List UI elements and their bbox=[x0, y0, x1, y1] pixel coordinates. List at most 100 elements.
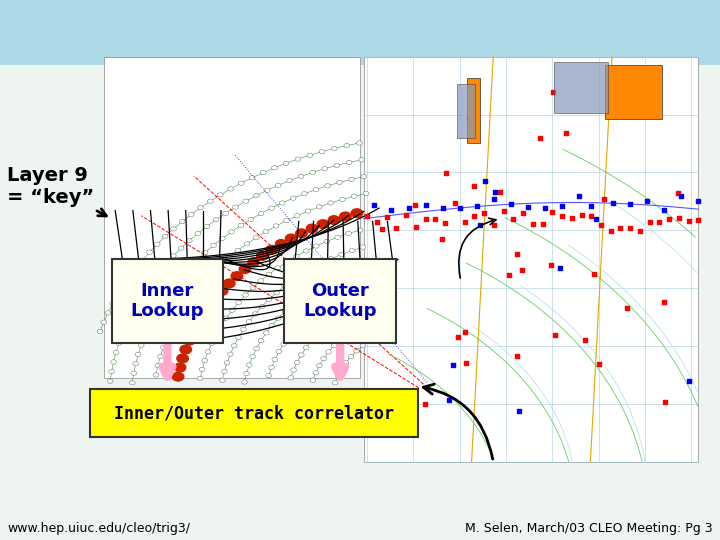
Circle shape bbox=[302, 192, 307, 196]
Circle shape bbox=[145, 325, 151, 329]
Text: Inner
Lookup: Inner Lookup bbox=[130, 282, 204, 320]
Point bbox=[441, 168, 452, 177]
Point bbox=[547, 88, 559, 97]
Circle shape bbox=[339, 197, 345, 201]
Point bbox=[644, 218, 655, 226]
Circle shape bbox=[172, 373, 184, 381]
FancyArrowPatch shape bbox=[459, 218, 496, 278]
Point bbox=[377, 225, 388, 233]
Circle shape bbox=[325, 350, 331, 354]
Circle shape bbox=[364, 191, 369, 195]
Circle shape bbox=[188, 328, 199, 336]
Circle shape bbox=[210, 269, 216, 274]
Circle shape bbox=[269, 323, 275, 328]
Bar bbox=[457, 84, 475, 138]
Circle shape bbox=[158, 354, 163, 359]
Circle shape bbox=[203, 277, 209, 281]
Point bbox=[471, 201, 482, 210]
Circle shape bbox=[310, 170, 315, 174]
Circle shape bbox=[273, 224, 279, 228]
Circle shape bbox=[171, 254, 176, 258]
Circle shape bbox=[317, 220, 328, 228]
Circle shape bbox=[303, 249, 309, 253]
Circle shape bbox=[287, 179, 292, 183]
Point bbox=[389, 405, 400, 414]
Circle shape bbox=[331, 343, 337, 348]
Circle shape bbox=[340, 212, 351, 221]
Circle shape bbox=[282, 284, 287, 288]
Circle shape bbox=[235, 335, 241, 340]
Circle shape bbox=[351, 194, 357, 198]
Circle shape bbox=[360, 245, 366, 249]
Circle shape bbox=[174, 363, 186, 372]
Circle shape bbox=[195, 231, 201, 235]
Point bbox=[693, 216, 704, 225]
Circle shape bbox=[250, 355, 256, 359]
Circle shape bbox=[309, 339, 315, 343]
Circle shape bbox=[217, 287, 228, 295]
Point bbox=[615, 224, 626, 232]
Bar bbox=[0, 0, 720, 65]
Point bbox=[436, 234, 447, 243]
Circle shape bbox=[320, 356, 326, 361]
Circle shape bbox=[189, 293, 195, 298]
Point bbox=[539, 204, 551, 212]
Circle shape bbox=[130, 381, 135, 385]
Circle shape bbox=[266, 374, 271, 378]
Circle shape bbox=[306, 224, 318, 233]
Circle shape bbox=[138, 343, 144, 347]
Point bbox=[624, 224, 636, 233]
Bar bbox=[467, 78, 480, 143]
Circle shape bbox=[113, 350, 119, 355]
Text: Inner/Outer track correlator: Inner/Outer track correlator bbox=[114, 404, 394, 422]
Circle shape bbox=[155, 363, 161, 368]
Circle shape bbox=[275, 183, 281, 187]
Circle shape bbox=[349, 248, 355, 253]
Circle shape bbox=[238, 223, 244, 227]
Point bbox=[517, 266, 528, 274]
Circle shape bbox=[243, 199, 248, 204]
Circle shape bbox=[266, 298, 271, 302]
Circle shape bbox=[258, 212, 264, 216]
Circle shape bbox=[275, 266, 281, 270]
Point bbox=[420, 400, 431, 408]
Point bbox=[454, 204, 465, 212]
Circle shape bbox=[196, 285, 202, 289]
Circle shape bbox=[248, 258, 259, 267]
Point bbox=[410, 201, 421, 210]
Point bbox=[378, 288, 390, 296]
Point bbox=[546, 208, 558, 217]
Circle shape bbox=[186, 266, 192, 270]
Point bbox=[400, 210, 412, 219]
Circle shape bbox=[256, 252, 268, 260]
Circle shape bbox=[310, 378, 316, 382]
Circle shape bbox=[264, 188, 270, 192]
Point bbox=[463, 113, 474, 122]
Circle shape bbox=[315, 284, 320, 288]
Circle shape bbox=[207, 199, 213, 204]
Point bbox=[430, 215, 441, 224]
Circle shape bbox=[101, 320, 107, 325]
Point bbox=[402, 204, 414, 213]
Point bbox=[560, 129, 572, 137]
Circle shape bbox=[197, 376, 203, 381]
Circle shape bbox=[155, 307, 161, 311]
Circle shape bbox=[307, 153, 312, 157]
Point bbox=[573, 191, 585, 200]
Circle shape bbox=[153, 373, 159, 377]
Circle shape bbox=[300, 272, 305, 276]
Circle shape bbox=[162, 234, 168, 239]
Circle shape bbox=[240, 327, 246, 332]
Circle shape bbox=[211, 243, 217, 247]
Circle shape bbox=[210, 294, 221, 303]
Point bbox=[659, 398, 670, 407]
Circle shape bbox=[351, 209, 363, 218]
Circle shape bbox=[328, 216, 340, 225]
Circle shape bbox=[228, 352, 233, 356]
Circle shape bbox=[184, 301, 189, 306]
Circle shape bbox=[177, 354, 189, 363]
Circle shape bbox=[228, 187, 233, 191]
Circle shape bbox=[179, 246, 184, 251]
Circle shape bbox=[315, 332, 320, 336]
Circle shape bbox=[323, 279, 329, 284]
